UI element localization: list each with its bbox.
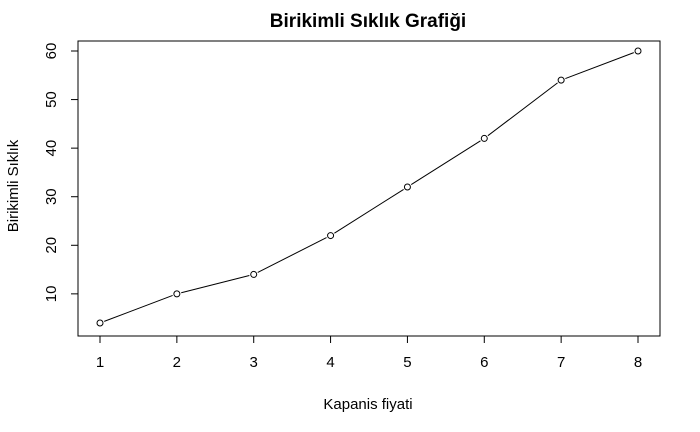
y-axis-label: Birikimli Sıklık (5, 139, 22, 232)
data-point (96, 319, 104, 327)
data-point (557, 76, 565, 84)
x-tick-label: 7 (557, 354, 565, 371)
chart-title: Birikimli Sıklık Grafiği (270, 11, 466, 32)
data-point (403, 183, 411, 191)
x-tick-label: 2 (173, 354, 181, 371)
y-tick-label: 40 (43, 140, 60, 157)
data-point (480, 134, 488, 142)
series-line-segment (257, 237, 327, 273)
y-tick-label: 30 (43, 188, 60, 205)
y-tick-label: 20 (43, 237, 60, 254)
data-point (250, 270, 258, 278)
series-group (96, 47, 642, 327)
y-tick-label: 60 (43, 43, 60, 60)
y-tick-label: 50 (43, 91, 60, 108)
x-tick-label: 6 (480, 354, 488, 371)
x-tick-label: 4 (326, 354, 334, 371)
y-axis: 10 20 30 40 50 60 (43, 43, 79, 303)
data-point (634, 47, 642, 55)
y-tick-label: 10 (43, 286, 60, 303)
plot-frame (77, 40, 661, 337)
x-tick-label: 8 (634, 354, 642, 371)
series-line-segment (334, 188, 404, 234)
x-axis-label: Kapanis fiyati (323, 396, 412, 413)
x-axis: 1 2 3 4 5 6 7 8 (96, 335, 642, 371)
x-tick-label: 3 (250, 354, 258, 371)
data-point (327, 232, 335, 240)
x-tick-label: 1 (96, 354, 104, 371)
series-line-segment (410, 140, 481, 186)
data-point (173, 290, 181, 298)
series-line-segment (104, 294, 173, 322)
series-line-segment (181, 275, 250, 294)
x-tick-label: 5 (403, 354, 411, 371)
series-line-segment (565, 52, 634, 80)
series-line-segment (487, 82, 558, 137)
